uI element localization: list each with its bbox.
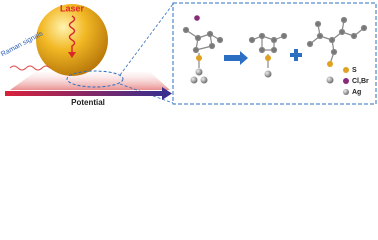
legend: S Cl,Br Ag bbox=[343, 67, 369, 96]
surface bbox=[10, 72, 170, 90]
laser-label: Laser bbox=[60, 3, 85, 13]
focus-ellipse bbox=[66, 70, 124, 88]
potential-arrowhead bbox=[162, 87, 172, 100]
legend-label: Cl,Br bbox=[352, 78, 369, 85]
plus bbox=[290, 49, 302, 61]
legend-swatch bbox=[343, 78, 349, 84]
reaction-arrow bbox=[224, 51, 248, 65]
molecule bbox=[182, 15, 224, 84]
zoom-line bbox=[119, 3, 174, 76]
laser-wave bbox=[68, 15, 76, 54]
raman-wave bbox=[9, 65, 51, 71]
molecule bbox=[248, 32, 288, 78]
figure: Laser Raman signals Potential S bbox=[0, 2, 377, 107]
legend-swatch bbox=[343, 67, 349, 73]
legend-label: S bbox=[352, 67, 357, 74]
molecule bbox=[306, 16, 368, 84]
legend-label: Ag bbox=[352, 89, 361, 96]
zoom-line bbox=[119, 83, 174, 104]
axis-label: Potential bbox=[71, 98, 105, 107]
legend-swatch bbox=[343, 89, 349, 95]
potential-arrow bbox=[5, 91, 163, 96]
laser-arrowhead bbox=[68, 52, 76, 58]
